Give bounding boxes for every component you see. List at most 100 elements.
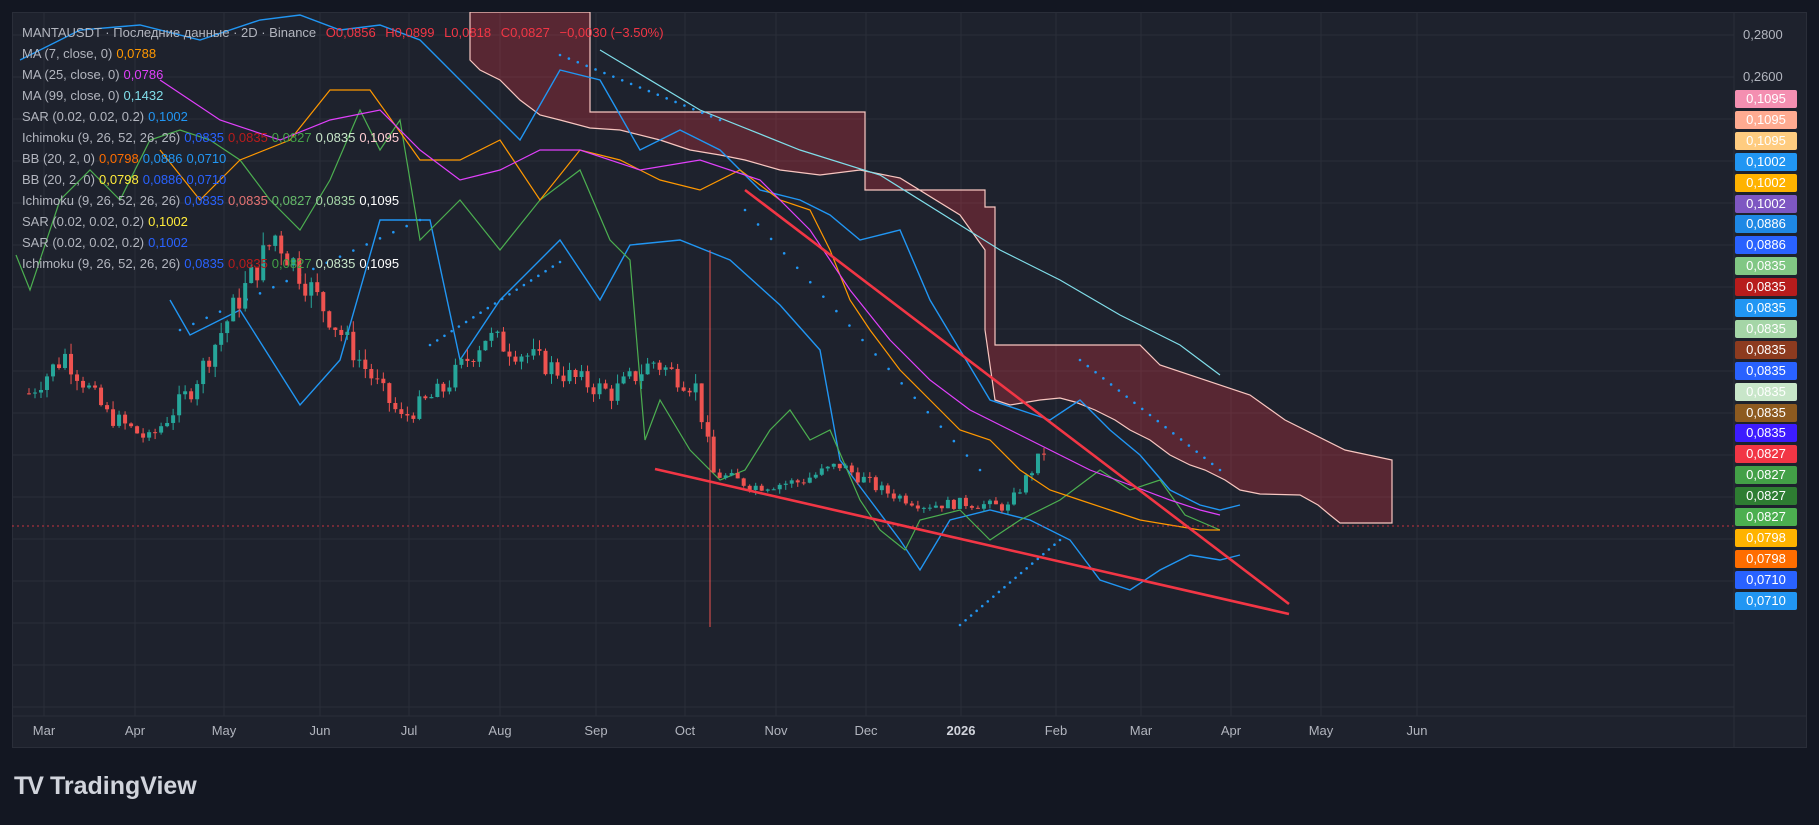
sar-dot: [926, 410, 930, 414]
candle-body: [927, 507, 932, 509]
candle-body: [987, 500, 992, 505]
candle-body: [183, 391, 188, 395]
candle-body: [525, 355, 530, 357]
candle-body: [177, 394, 182, 416]
price-tag: 0,0710: [1735, 591, 1797, 610]
sar-dot: [457, 325, 461, 328]
sar-dot: [178, 328, 182, 332]
legend-row[interactable]: Ichimoku (9, 26, 52, 26, 26) 0,0835 0,0835…: [22, 127, 664, 148]
sar-dot: [515, 288, 518, 291]
sar-dot: [418, 218, 422, 222]
legend-value: 0,0835: [184, 193, 225, 208]
legend-row[interactable]: Ichimoku (9, 26, 52, 26, 26) 0,0835 0,0835…: [22, 253, 664, 274]
candle-body: [453, 364, 458, 388]
legend-row[interactable]: MA (25, close, 0) 0,0786: [22, 64, 664, 85]
candle-body: [63, 353, 68, 369]
sar-dot: [769, 237, 773, 241]
sar-dot: [338, 255, 342, 258]
candle-body: [1035, 453, 1040, 474]
sar-dot: [544, 269, 547, 273]
candle-body: [771, 489, 776, 491]
candle-body: [969, 506, 974, 508]
legend-value: 0,0886: [142, 172, 183, 187]
candle-body: [729, 473, 734, 476]
sar-dot: [576, 60, 580, 64]
candle-body: [489, 332, 494, 341]
legend-value: 0,0798: [98, 172, 139, 187]
sar-dot: [692, 107, 695, 111]
candle-body: [1011, 492, 1016, 505]
sar-dot: [405, 224, 408, 228]
sar-dot: [428, 343, 432, 347]
candle-body: [825, 466, 830, 469]
candle-body: [651, 362, 656, 364]
legend-row[interactable]: Ichimoku (9, 26, 52, 26, 26) 0,0835 0,0835…: [22, 190, 664, 211]
price-tag: 0,1002: [1735, 194, 1797, 213]
candle-body: [321, 292, 326, 312]
trendline-lower: [654, 467, 1290, 616]
candle-body: [621, 376, 626, 384]
legend-row[interactable]: BB (20, 2, 0) 0,0798 0,0886 0,0710: [22, 169, 664, 190]
candle-body: [993, 500, 998, 505]
legend-row[interactable]: MA (99, close, 0) 0,1432: [22, 85, 664, 106]
candle-body: [819, 468, 824, 475]
sar-dot: [1086, 364, 1090, 368]
sar-dot: [874, 353, 877, 356]
candle-body: [339, 329, 344, 335]
candle-body: [99, 387, 104, 406]
candle-body: [393, 403, 398, 410]
price-tag: 0,0835: [1735, 382, 1797, 401]
legend-row[interactable]: MA (7, close, 0) 0,0788: [22, 43, 664, 64]
candle-body: [363, 359, 368, 370]
price-tag: 0,0798: [1735, 528, 1797, 547]
legend-row[interactable]: BB (20, 2, 0) 0,0798 0,0886 0,0710: [22, 148, 664, 169]
legend-row[interactable]: SAR (0.02, 0.02, 0.2) 0,1002: [22, 232, 664, 253]
sar-dot: [1148, 413, 1152, 417]
sar-dot: [964, 618, 967, 622]
candle-body: [51, 364, 56, 377]
candle-body: [579, 371, 584, 378]
price-tag: 0,0827: [1735, 508, 1797, 526]
sar-dot: [900, 382, 903, 385]
candle-body: [279, 235, 284, 254]
candle-body: [567, 369, 572, 382]
sar-dot: [567, 57, 571, 60]
sar-dot: [638, 86, 642, 89]
candle-body: [465, 358, 470, 362]
candle-body: [225, 321, 230, 334]
sar-dot: [1053, 543, 1056, 547]
candle-body: [531, 349, 536, 356]
sar-dot: [978, 468, 982, 472]
sar-dot: [1218, 468, 1222, 472]
sar-dot: [620, 78, 624, 82]
candle-body: [1041, 453, 1046, 455]
candle-body: [105, 405, 110, 410]
candle-body: [147, 432, 152, 438]
candle-body: [435, 383, 440, 398]
candle-body: [831, 463, 836, 467]
candle-body: [705, 422, 710, 437]
candle-body: [555, 362, 560, 376]
candle-body: [399, 409, 404, 415]
x-tick-label: Apr: [1220, 723, 1242, 738]
candle-body: [909, 503, 914, 506]
price-tag: 0,0798: [1735, 549, 1797, 568]
sar-dot: [1117, 389, 1121, 392]
candle-body: [297, 258, 302, 284]
candle-body: [93, 385, 98, 388]
sar-dots: [178, 53, 1222, 627]
candle-body: [195, 384, 200, 400]
x-tick-label: 2026: [946, 723, 976, 738]
legend-row[interactable]: SAR (0.02, 0.02, 0.2) 0,1002: [22, 211, 664, 232]
candle-body: [657, 362, 662, 370]
candles: [26, 230, 1046, 627]
candle-body: [483, 340, 488, 351]
sar-dot: [835, 309, 838, 313]
candle-body: [429, 397, 434, 399]
legend-label: MA (25, close, 0): [22, 67, 120, 82]
legend-row[interactable]: SAR (0.02, 0.02, 0.2) 0,1002: [22, 106, 664, 127]
legend-value: 0,0835: [315, 193, 356, 208]
brand-name: TradingView: [49, 772, 197, 800]
candle-body: [141, 433, 146, 438]
